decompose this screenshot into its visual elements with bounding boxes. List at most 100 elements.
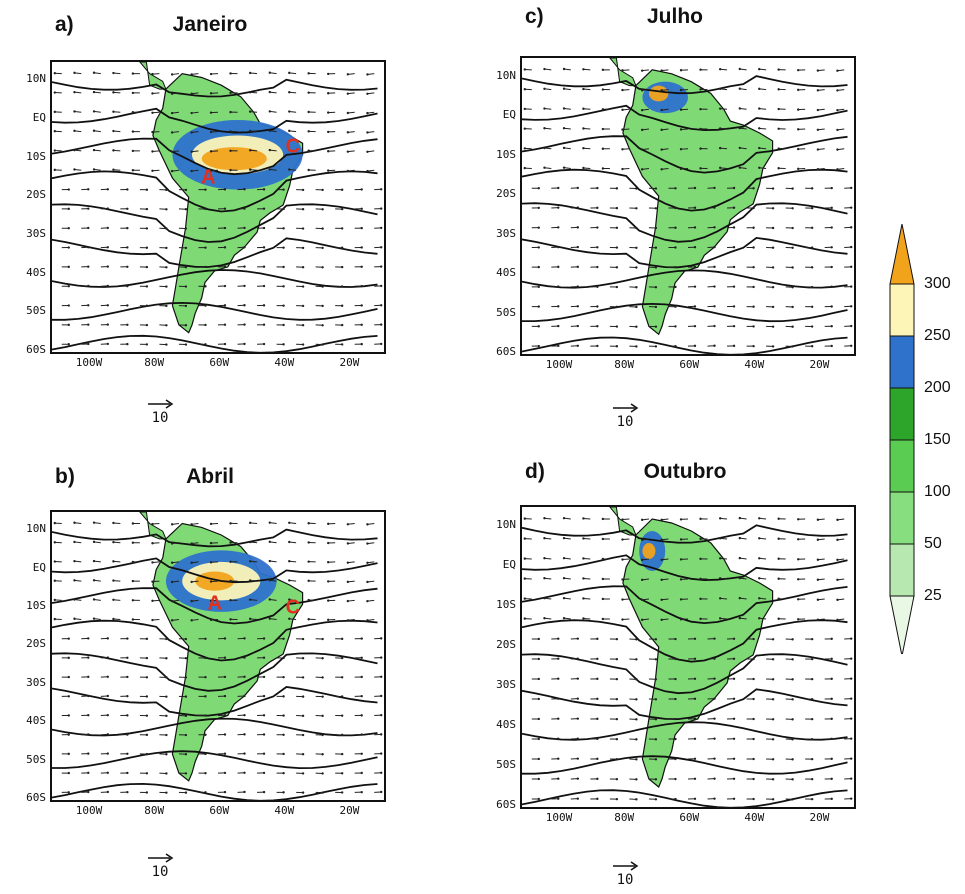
wind-vector-head xyxy=(674,246,676,248)
wind-vector-head xyxy=(680,618,682,620)
wind-vector-head xyxy=(366,562,368,564)
panel-letter: d) xyxy=(525,460,545,484)
wind-vector-head xyxy=(830,325,832,327)
wind-vector-head xyxy=(674,798,676,800)
wind-vector-head xyxy=(107,695,109,697)
map-canvas xyxy=(522,507,854,807)
wind-vector-head xyxy=(694,285,696,287)
wind-vector-head xyxy=(641,69,643,71)
wind-vector-head xyxy=(321,772,323,774)
wind-vector-head xyxy=(557,778,559,780)
wind-vector-head xyxy=(93,617,95,619)
wind-vector-head xyxy=(366,73,368,75)
wind-vector-head xyxy=(347,523,349,525)
panel-title: Janeiro xyxy=(150,13,270,37)
wind-vector-head xyxy=(204,695,206,697)
wind-vector-head xyxy=(694,658,696,660)
wind-vector-head xyxy=(641,109,643,111)
wind-vector-head xyxy=(739,557,741,559)
wind-vector-head xyxy=(204,208,206,210)
wind-vector-head xyxy=(73,560,75,562)
lat-tick-label: 10N xyxy=(10,522,46,535)
wind-vector-head xyxy=(660,168,662,170)
wind-vector-head xyxy=(582,127,584,129)
wind-vector-head xyxy=(380,656,382,658)
wind-vector-head xyxy=(616,698,618,700)
reference-vector: 10 xyxy=(605,858,645,894)
wind-vector-head xyxy=(817,599,819,601)
wind-vector-head xyxy=(739,88,741,90)
wind-vector-head xyxy=(772,698,774,700)
wind-vector-head xyxy=(538,187,540,189)
wind-vector-head xyxy=(204,266,206,268)
wind-vector-head xyxy=(694,678,696,680)
wind-vector-head xyxy=(655,306,657,308)
wind-vector-head xyxy=(269,560,271,562)
wind-vector-head xyxy=(107,207,109,209)
wind-vector-head xyxy=(190,112,192,114)
wind-vector-head xyxy=(811,658,813,660)
wind-vector-head xyxy=(733,718,735,720)
wind-vector-head xyxy=(341,772,343,774)
wind-vector-head xyxy=(694,266,696,268)
wind-vector-head xyxy=(380,323,382,325)
legend-level-label: 250 xyxy=(924,327,951,345)
lat-tick-label: 50S xyxy=(480,306,516,319)
wind-vector-head xyxy=(674,738,676,740)
wind-vector-head xyxy=(146,266,148,268)
wind-vector-head xyxy=(171,151,173,153)
wind-vector-head xyxy=(126,791,128,793)
wind-vector-head xyxy=(151,580,153,582)
wind-vector-head xyxy=(635,658,637,660)
wind-vector-head xyxy=(660,109,662,111)
wind-vector-head xyxy=(791,326,793,328)
wind-vector-head xyxy=(719,557,721,559)
wind-vector-head xyxy=(811,187,813,189)
wind-vector-head xyxy=(758,537,760,539)
wind-vector-head xyxy=(126,246,128,248)
wind-vector-head xyxy=(302,638,304,640)
wind-vector-head xyxy=(185,638,187,640)
wind-vector-head xyxy=(68,676,70,678)
wind-vector-head xyxy=(733,305,735,307)
wind-vector-head xyxy=(830,798,832,800)
wind-vector-head xyxy=(791,187,793,189)
legend-level-label: 100 xyxy=(924,483,951,501)
wind-vector-head xyxy=(660,579,662,581)
wind-vector-head xyxy=(557,226,559,228)
wind-vector-head xyxy=(616,798,618,800)
wind-vector-head xyxy=(263,637,265,639)
wind-vector-head xyxy=(621,128,623,130)
wind-vector-head xyxy=(146,791,148,793)
wind-vector-head xyxy=(758,107,760,109)
wind-vector-head xyxy=(719,127,721,129)
wind-vector-head xyxy=(616,266,618,268)
wind-vector-head xyxy=(224,637,226,639)
wind-vector-head xyxy=(524,597,526,599)
wind-vector-head xyxy=(791,247,793,249)
wind-vector-head xyxy=(739,107,741,109)
wind-vector-head xyxy=(243,676,245,678)
wind-vector-head xyxy=(596,658,598,660)
wind-vector-head xyxy=(596,226,598,228)
wind-vector-head xyxy=(229,72,231,74)
wind-vector-head xyxy=(694,246,696,248)
wind-vector-head xyxy=(817,69,819,71)
wind-vector-head xyxy=(850,285,852,287)
wind-vector-head xyxy=(171,619,173,621)
reference-vector-value: 10 xyxy=(605,414,645,430)
wind-vector-head xyxy=(263,714,265,716)
lon-tick-label: 60W xyxy=(669,358,709,371)
wind-vector-head xyxy=(621,69,623,71)
wind-vector-head xyxy=(733,345,735,347)
wind-vector-head xyxy=(694,226,696,228)
streamline xyxy=(522,270,848,287)
wind-vector-head xyxy=(327,131,329,133)
wind-vector-head xyxy=(93,91,95,93)
wind-vector-head xyxy=(660,539,662,541)
wind-vector-head xyxy=(263,343,265,345)
wind-vector-head xyxy=(680,538,682,540)
wind-vector-head xyxy=(171,170,173,172)
wind-vector-head xyxy=(524,127,526,129)
wind-vector-head xyxy=(93,149,95,151)
